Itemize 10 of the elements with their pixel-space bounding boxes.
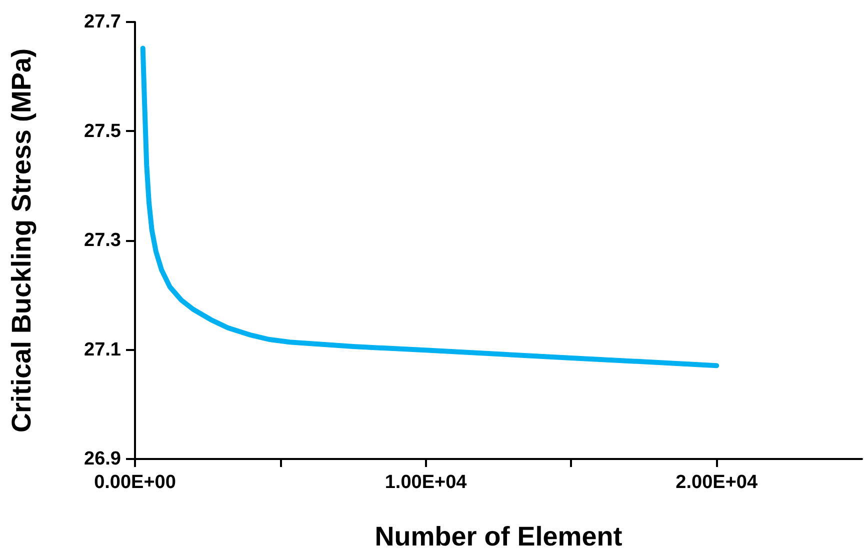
x-tick-label: 0.00E+00: [94, 472, 176, 493]
x-tick-label: 2.00E+04: [676, 472, 758, 493]
x-tick-label: 1.00E+04: [384, 472, 468, 493]
y-tick-label: 27.1: [84, 339, 122, 360]
y-tick-label: 27.5: [84, 120, 122, 142]
y-tick-label: 27.3: [84, 230, 121, 251]
y-tick-label: 27.7: [84, 12, 121, 32]
x-axis-title: Number of Element: [374, 522, 622, 552]
y-tick-label: 26.9: [84, 448, 121, 470]
y-axis-title: Critical Buckling Stress (MPa): [6, 48, 36, 433]
